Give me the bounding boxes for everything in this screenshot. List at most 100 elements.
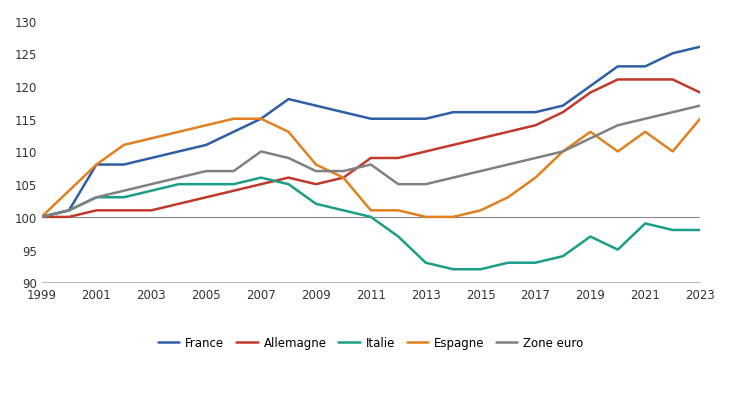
Allemagne [613, 78, 622, 83]
Espagne [147, 137, 155, 142]
Zone euro [558, 150, 567, 155]
Zone euro [613, 124, 622, 128]
France [339, 110, 347, 115]
Allemagne [257, 182, 266, 187]
Italie [668, 228, 677, 233]
France [37, 215, 46, 220]
Legend: France, Allemagne, Italie, Espagne, Zone euro: France, Allemagne, Italie, Espagne, Zone… [153, 331, 588, 354]
France [449, 110, 458, 115]
Allemagne [339, 176, 347, 181]
Zone euro [37, 215, 46, 220]
Zone euro [586, 137, 595, 142]
Italie [504, 261, 512, 265]
France [421, 117, 430, 122]
Allemagne [312, 182, 320, 187]
Allemagne [64, 215, 73, 220]
France [366, 117, 375, 122]
Italie [366, 215, 375, 220]
Espagne [504, 196, 512, 200]
France [558, 104, 567, 109]
Allemagne [366, 156, 375, 161]
Italie [257, 176, 266, 181]
Italie [92, 196, 101, 200]
Line: Zone euro: Zone euro [42, 106, 700, 217]
Espagne [531, 176, 540, 181]
Italie [37, 215, 46, 220]
Espagne [201, 124, 210, 128]
Espagne [339, 176, 347, 181]
France [147, 156, 155, 161]
Espagne [586, 130, 595, 135]
Espagne [696, 117, 704, 122]
Italie [147, 189, 155, 194]
Zone euro [312, 169, 320, 174]
Zone euro [476, 169, 485, 174]
Italie [229, 182, 238, 187]
Italie [449, 267, 458, 272]
Zone euro [147, 182, 155, 187]
Espagne [284, 130, 293, 135]
France [174, 150, 183, 155]
Italie [696, 228, 704, 233]
Espagne [668, 150, 677, 155]
Italie [174, 182, 183, 187]
Italie [64, 208, 73, 213]
France [476, 110, 485, 115]
Allemagne [394, 156, 403, 161]
France [531, 110, 540, 115]
France [504, 110, 512, 115]
France [394, 117, 403, 122]
Espagne [366, 208, 375, 213]
Italie [394, 234, 403, 239]
Espagne [394, 208, 403, 213]
France [64, 208, 73, 213]
Zone euro [696, 104, 704, 109]
Zone euro [92, 196, 101, 200]
France [696, 45, 704, 50]
Allemagne [696, 91, 704, 96]
France [120, 163, 128, 168]
Italie [421, 261, 430, 265]
Allemagne [174, 202, 183, 207]
Allemagne [147, 208, 155, 213]
France [92, 163, 101, 168]
Italie [120, 196, 128, 200]
Zone euro [229, 169, 238, 174]
France [586, 84, 595, 89]
Zone euro [174, 176, 183, 181]
Allemagne [586, 91, 595, 96]
Espagne [641, 130, 650, 135]
Zone euro [449, 176, 458, 181]
France [312, 104, 320, 109]
Italie [339, 208, 347, 213]
Espagne [120, 143, 128, 148]
Italie [531, 261, 540, 265]
Zone euro [641, 117, 650, 122]
France [201, 143, 210, 148]
Allemagne [421, 150, 430, 155]
Zone euro [201, 169, 210, 174]
Italie [284, 182, 293, 187]
Line: Allemagne: Allemagne [42, 80, 700, 217]
Zone euro [366, 163, 375, 168]
Zone euro [394, 182, 403, 187]
Italie [641, 221, 650, 226]
Allemagne [284, 176, 293, 181]
Zone euro [668, 110, 677, 115]
Espagne [312, 163, 320, 168]
France [257, 117, 266, 122]
Zone euro [531, 156, 540, 161]
Allemagne [476, 137, 485, 142]
Zone euro [284, 156, 293, 161]
Line: France: France [42, 47, 700, 217]
Allemagne [120, 208, 128, 213]
Espagne [37, 215, 46, 220]
Allemagne [641, 78, 650, 83]
Allemagne [558, 110, 567, 115]
Italie [312, 202, 320, 207]
Zone euro [64, 208, 73, 213]
Allemagne [37, 215, 46, 220]
Allemagne [531, 124, 540, 128]
Italie [586, 234, 595, 239]
Espagne [92, 163, 101, 168]
